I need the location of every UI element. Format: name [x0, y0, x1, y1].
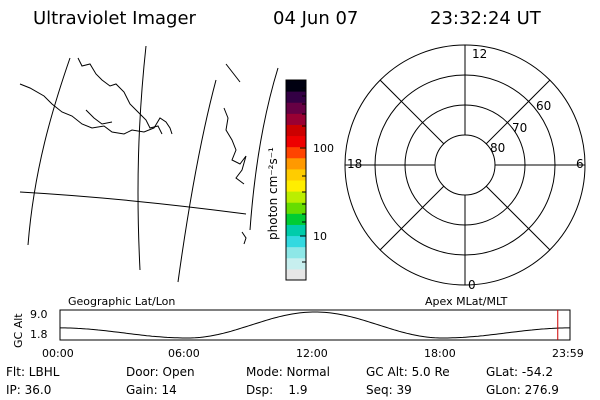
coastline	[77, 57, 163, 135]
date-label: 04 Jun 07	[273, 8, 359, 29]
color-scale-band	[286, 180, 306, 192]
parallel-line	[225, 63, 241, 83]
apex-label: Apex MLat/MLT	[425, 295, 508, 308]
color-scale-band	[286, 224, 306, 237]
color-scale-band	[286, 124, 306, 137]
alt-tick-low: 1.8	[30, 328, 48, 341]
app-title: Ultraviolet Imager	[33, 8, 196, 29]
color-scale-band	[286, 191, 306, 203]
info-glat: GLat: -54.2	[486, 365, 553, 379]
meridian-line	[27, 57, 71, 246]
gc-alt-axis-label: GC Alt	[12, 313, 25, 348]
color-scale-band	[286, 235, 306, 248]
colorbar-tick-100: 100	[313, 142, 334, 155]
color-scale-band	[286, 113, 306, 125]
info-gc-alt: GC Alt: 5.0 Re	[366, 365, 450, 379]
mlt-label-18: 18	[347, 157, 362, 171]
color-scale-band	[286, 80, 306, 92]
color-scale-band	[286, 213, 306, 225]
mlat-label-80: 80	[490, 141, 505, 155]
colorbar-tick-10: 10	[313, 230, 327, 243]
color-scale-band	[286, 146, 306, 159]
color-scale-band	[286, 168, 306, 181]
time-tick-0600: 06:00	[168, 347, 200, 360]
meridian-line	[177, 79, 217, 283]
info-dsp: Dsp: 1.9	[246, 383, 308, 397]
info-ip: IP: 36.0	[6, 383, 52, 397]
coastline	[223, 107, 247, 185]
time-tick-2359: 23:59	[552, 347, 584, 360]
polar-diagonal	[485, 79, 551, 145]
altitude-plot-frame	[59, 309, 571, 341]
parallel-line	[19, 191, 247, 215]
color-scale-band	[286, 157, 306, 170]
meridian-line	[249, 67, 279, 231]
info-door: Door: Open	[126, 365, 195, 379]
color-scale-frame	[285, 79, 307, 281]
info-filter: Flt: LBHL	[6, 365, 60, 379]
alt-tick-high: 9.0	[30, 308, 48, 321]
color-scale-ticks	[300, 87, 306, 263]
mlt-label-0: 0	[468, 278, 476, 292]
info-gain: Gain: 14	[126, 383, 177, 397]
color-scale-band	[286, 268, 306, 281]
color-scale-band	[286, 257, 306, 270]
mlt-label-12: 12	[472, 47, 487, 61]
mlt-label-6: 6	[576, 157, 584, 171]
time-tick-0000: 00:00	[42, 347, 74, 360]
mlat-label-70: 70	[512, 121, 527, 135]
info-seq: Seq: 39	[366, 383, 412, 397]
time-tick-1800: 18:00	[424, 347, 456, 360]
color-scale-band	[286, 102, 306, 114]
info-glon: GLon: 276.9	[486, 383, 559, 397]
polar-plot	[344, 44, 586, 286]
meridian-line	[137, 45, 147, 271]
info-mode: Mode: Normal	[246, 365, 330, 379]
coastline	[241, 231, 247, 245]
time-label: 23:32:24 UT	[430, 8, 541, 29]
color-scale-band	[286, 91, 306, 103]
polar-diagonal	[379, 185, 445, 251]
geographic-map	[19, 45, 279, 283]
mlat-label-60: 60	[536, 99, 551, 113]
altitude-curve	[60, 311, 570, 339]
color-scale-band	[286, 246, 306, 259]
coastline	[19, 83, 173, 135]
polar-diagonal	[379, 79, 445, 145]
geographic-label: Geographic Lat/Lon	[68, 295, 175, 308]
color-scale-band	[286, 202, 306, 214]
colorbar-unit-label: photon cm⁻²s⁻¹	[266, 147, 280, 240]
color-scale-bar	[286, 80, 306, 281]
coastline	[85, 109, 113, 125]
polar-diagonal	[485, 185, 551, 251]
color-scale-band	[286, 135, 306, 148]
time-tick-1200: 12:00	[296, 347, 328, 360]
